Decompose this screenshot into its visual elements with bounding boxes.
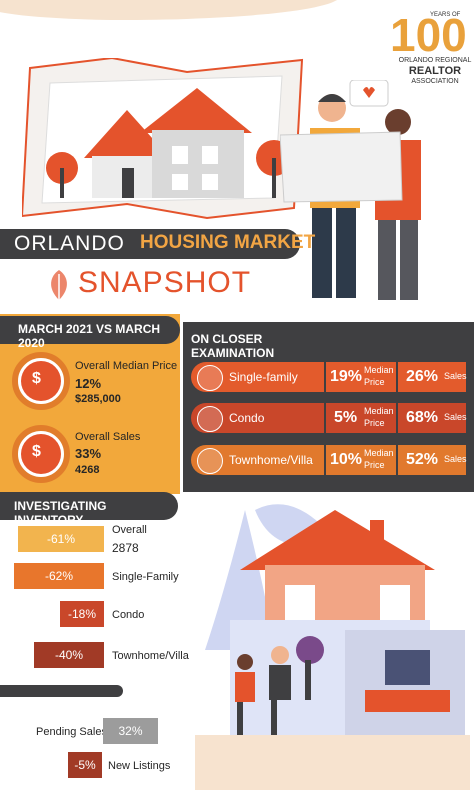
inventory-label-condo: Condo [112, 609, 145, 621]
closer-row-townhome: Townhome/Villa 10% Median Price 52% Sales [191, 445, 467, 475]
title-city: ORLANDO [14, 232, 125, 255]
inventory-label-townhome: Townhome/Villa [112, 650, 189, 662]
title-bar [0, 229, 300, 259]
inventory-bar-townhome: -40% [34, 642, 104, 668]
logo-line3: ASSOCIATION [411, 77, 459, 85]
closer-heading: ON CLOSER EXAMINATION [183, 324, 345, 360]
inventory-sub-overall: 2878 [112, 541, 139, 555]
inventory-bar-condo: -18% [60, 601, 104, 627]
inventory-label-single-family: Single-Family [112, 571, 179, 583]
leaf-icon [51, 270, 67, 300]
logo-line2: REALTOR [408, 65, 462, 78]
sales-pct: 33% [75, 446, 102, 461]
family-icon [197, 365, 223, 391]
pending-bar: 32% [103, 718, 158, 744]
median-price-value: $285,000 [75, 393, 121, 405]
title-market: HOUSING MARKET [140, 232, 316, 253]
pending-label: Pending Sales [36, 726, 107, 738]
median-price-label: Overall Median Price [75, 360, 178, 372]
logo-number: 100 [390, 9, 467, 61]
condo-icon [197, 406, 223, 432]
comparison-heading: MARCH 2021 VS MARCH 2020 [0, 316, 180, 350]
logo-text: ORLANDO REGIONAL REALTOR ASSOCIATION [395, 57, 474, 86]
median-price-chart-icon: $ [12, 352, 70, 410]
inventory-bar-overall: -61% [18, 526, 104, 552]
inventory-bar-single-family: -62% [14, 563, 104, 589]
logo-years: YEARS OF [430, 12, 461, 18]
sales-value: 4268 [75, 464, 100, 476]
logo-line1: ORLANDO REGIONAL [398, 57, 472, 64]
title-snapshot: SNAPSHOT [78, 266, 252, 299]
decorative-wave [0, 0, 340, 20]
median-price-pct: 12% [75, 376, 102, 391]
divider [0, 685, 123, 697]
hero-illustration: ORLANDO HOUSING MARKET SNAPSHOT 100 YEAR… [0, 0, 474, 310]
new-listings-label: New Listings [108, 760, 171, 772]
couple-illustration [280, 80, 421, 300]
home-interior-illustration [195, 504, 470, 790]
sales-chart-icon: $ [12, 425, 70, 483]
closer-row-condo: Condo 5% Median Price 68% Sales [191, 403, 467, 433]
new-listings-bar: -5% [68, 752, 102, 778]
inventory-label-overall: Overall [112, 524, 147, 536]
inventory-heading: INVESTIGATING INVENTORY [0, 492, 178, 527]
sales-label: Overall Sales [75, 431, 141, 443]
townhome-icon [197, 448, 223, 474]
map-illustration [22, 58, 304, 220]
closer-row-single-family: Single-family 19% Median Price 26% Sales [191, 362, 467, 392]
